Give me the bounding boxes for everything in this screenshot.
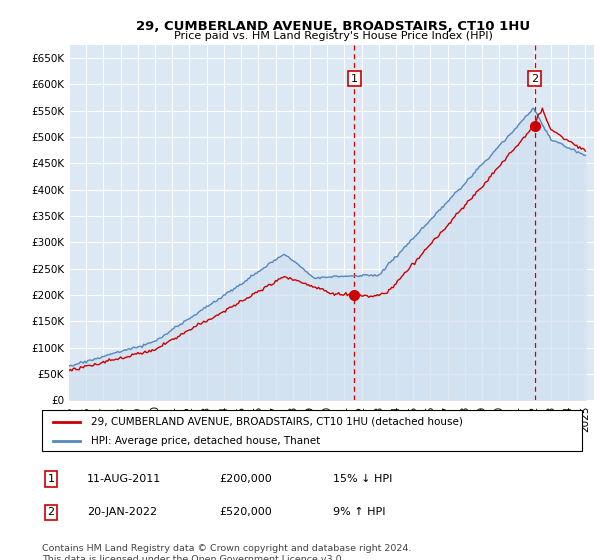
Text: 15% ↓ HPI: 15% ↓ HPI (333, 474, 392, 484)
Text: 2: 2 (531, 73, 538, 83)
Text: 9% ↑ HPI: 9% ↑ HPI (333, 507, 386, 517)
FancyBboxPatch shape (42, 410, 582, 451)
Text: 11-AUG-2011: 11-AUG-2011 (87, 474, 161, 484)
Text: £520,000: £520,000 (219, 507, 272, 517)
Text: 2: 2 (47, 507, 55, 517)
Text: 1: 1 (351, 73, 358, 83)
Text: 20-JAN-2022: 20-JAN-2022 (87, 507, 157, 517)
Text: 1: 1 (47, 474, 55, 484)
Text: HPI: Average price, detached house, Thanet: HPI: Average price, detached house, Than… (91, 436, 320, 446)
Text: Price paid vs. HM Land Registry's House Price Index (HPI): Price paid vs. HM Land Registry's House … (173, 31, 493, 41)
Text: 29, CUMBERLAND AVENUE, BROADSTAIRS, CT10 1HU (detached house): 29, CUMBERLAND AVENUE, BROADSTAIRS, CT10… (91, 417, 463, 427)
Text: 29, CUMBERLAND AVENUE, BROADSTAIRS, CT10 1HU: 29, CUMBERLAND AVENUE, BROADSTAIRS, CT10… (136, 20, 530, 32)
Text: £200,000: £200,000 (219, 474, 272, 484)
Text: Contains HM Land Registry data © Crown copyright and database right 2024.
This d: Contains HM Land Registry data © Crown c… (42, 544, 412, 560)
